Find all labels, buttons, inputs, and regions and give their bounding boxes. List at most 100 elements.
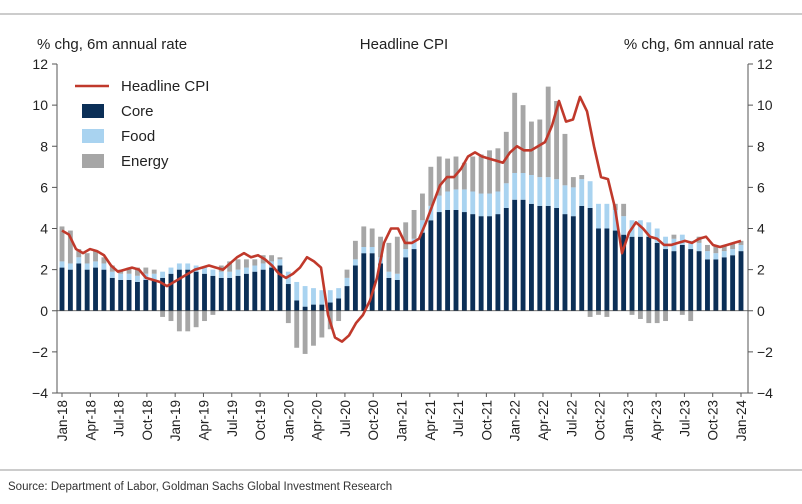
food-bar xyxy=(579,179,585,206)
food-bar xyxy=(696,242,702,252)
core-bar xyxy=(202,273,207,311)
left-y-tick-label: 2 xyxy=(40,262,48,278)
energy-bar xyxy=(269,255,274,262)
energy-bar xyxy=(637,310,643,319)
food-bar xyxy=(151,273,157,280)
food-bar xyxy=(679,234,685,245)
core-bar xyxy=(285,284,291,311)
food-bar xyxy=(621,216,627,235)
energy-bar xyxy=(59,226,65,262)
core-bar xyxy=(101,269,107,311)
legend-swatch-energy xyxy=(82,154,104,168)
core-bar xyxy=(445,209,451,311)
food-bar xyxy=(654,228,660,243)
core-bar xyxy=(218,277,224,311)
energy-bar xyxy=(579,175,585,180)
core-bar xyxy=(277,265,283,311)
energy-bar xyxy=(428,166,434,206)
core-bar xyxy=(487,216,492,311)
food-bar xyxy=(562,185,568,215)
food-bar xyxy=(235,269,241,276)
food-bar xyxy=(202,267,207,274)
core-bar xyxy=(453,209,459,311)
energy-bar xyxy=(403,222,409,250)
food-bar xyxy=(369,247,375,254)
energy-bar xyxy=(679,310,685,315)
energy-bar xyxy=(361,226,367,247)
x-tick-label: Jan-22 xyxy=(508,400,523,441)
right-y-tick-label: 2 xyxy=(757,262,765,278)
core-bar xyxy=(436,212,442,311)
energy-bar xyxy=(135,267,140,276)
food-bar xyxy=(59,261,65,268)
core-bar xyxy=(143,279,149,311)
food-bar xyxy=(420,220,425,233)
x-tick-label: Jul-23 xyxy=(677,400,692,437)
food-bar xyxy=(336,288,342,299)
core-bar xyxy=(369,253,375,311)
left-y-tick-label: 0 xyxy=(40,303,48,319)
core-bar xyxy=(160,277,166,311)
core-bar xyxy=(671,251,677,311)
energy-bar xyxy=(93,251,98,262)
core-bar xyxy=(168,273,174,311)
energy-bar xyxy=(654,310,660,324)
food-bar xyxy=(327,290,333,303)
energy-bar xyxy=(352,240,358,260)
energy-bar xyxy=(529,121,534,176)
core-bar xyxy=(470,214,476,311)
core-bar xyxy=(311,304,316,311)
core-bar xyxy=(294,300,300,311)
food-bar xyxy=(176,263,182,270)
core-bar xyxy=(252,271,258,311)
x-tick-label: Jul-20 xyxy=(338,400,353,437)
energy-bar xyxy=(126,267,132,274)
x-tick-label: Jan-24 xyxy=(734,400,749,442)
energy-bar xyxy=(168,310,174,322)
food-bar xyxy=(260,263,266,270)
energy-bar xyxy=(84,253,90,264)
food-bar xyxy=(461,189,467,213)
core-bar xyxy=(679,244,685,311)
x-tick-label: Apr-18 xyxy=(83,400,98,441)
x-tick-label: Apr-23 xyxy=(649,400,664,441)
core-bar xyxy=(696,251,702,311)
core-bar xyxy=(185,269,191,311)
food-bar xyxy=(344,277,350,287)
food-bar xyxy=(478,193,484,217)
x-tick-label: Oct-20 xyxy=(366,400,381,441)
food-bar xyxy=(537,177,543,206)
x-tick-label: Oct-22 xyxy=(593,400,608,441)
core-bar xyxy=(361,253,367,311)
energy-bar xyxy=(713,244,719,254)
food-bar xyxy=(135,275,140,282)
food-bar xyxy=(520,172,526,200)
energy-bar xyxy=(235,259,241,270)
energy-bar xyxy=(629,310,635,315)
food-bar xyxy=(319,290,325,305)
core-bar xyxy=(428,220,434,311)
energy-bar xyxy=(185,310,191,332)
core-bar xyxy=(386,277,392,311)
plot-area: −4 −4 −2 −2 0 0 2 2 4 4 6 6 8 8 10 10 12 12 Jan-18 Apr-18 Ju… xyxy=(32,56,773,441)
left-y-tick-label: 8 xyxy=(40,138,48,154)
core-bar xyxy=(579,205,585,311)
x-tick-label: Jul-19 xyxy=(225,400,240,437)
energy-bar xyxy=(311,310,316,346)
x-tick-label: Jan-23 xyxy=(621,400,636,441)
x-tick-label: Apr-20 xyxy=(310,400,325,441)
legend: Headline CPI Core Food Energy xyxy=(75,78,209,170)
energy-bar xyxy=(285,310,291,324)
x-tick-label: Jan-18 xyxy=(55,400,70,441)
energy-bar xyxy=(663,310,668,322)
food-bar xyxy=(76,257,82,264)
energy-bar xyxy=(394,236,400,274)
food-bar xyxy=(394,273,400,280)
energy-bar xyxy=(378,236,383,258)
energy-bar xyxy=(688,310,694,322)
core-bar xyxy=(302,306,308,311)
energy-bar xyxy=(562,133,568,186)
core-bar xyxy=(176,269,182,311)
core-bar xyxy=(118,279,124,311)
legend-label-food: Food xyxy=(121,128,155,145)
